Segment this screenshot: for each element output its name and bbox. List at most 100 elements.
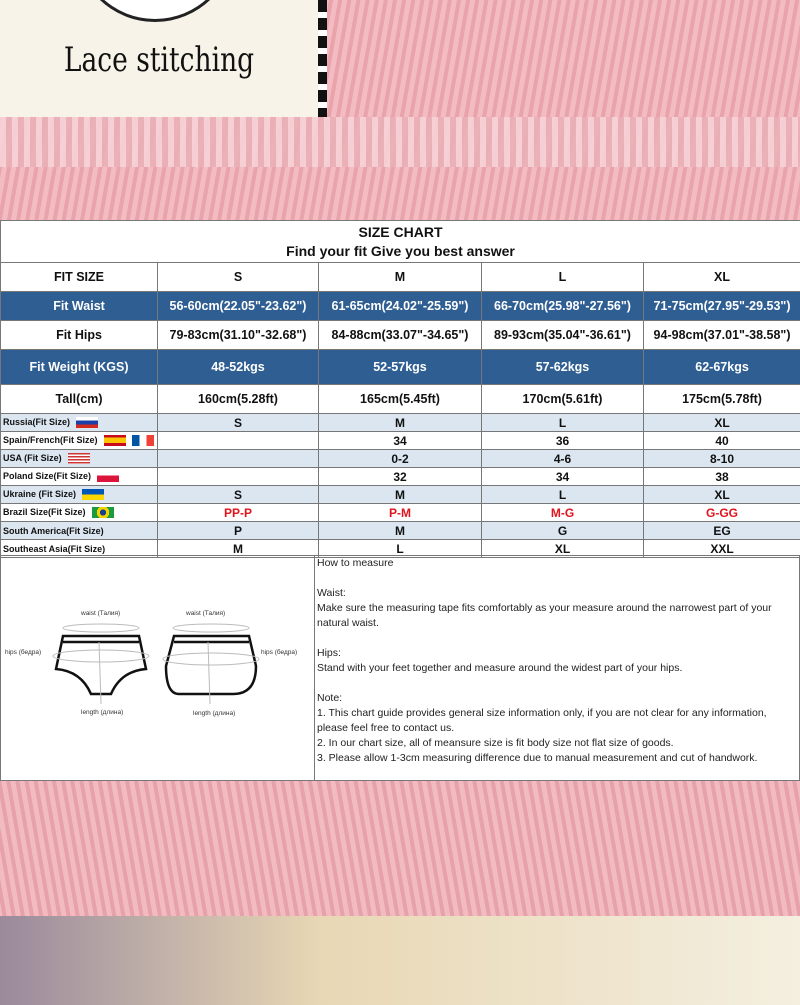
country-size-value: P-M xyxy=(318,503,482,522)
row-value: 52-57kgs xyxy=(318,349,482,385)
row-value: 160cm(5.28ft) xyxy=(157,384,319,414)
usa-flag-icon xyxy=(67,453,90,465)
country-size-value: G-GG xyxy=(642,503,800,522)
country-size-value: 34 xyxy=(318,431,482,450)
hips-label: hips (бедра) xyxy=(5,649,42,656)
note-heading: Note: xyxy=(317,692,343,704)
poland-flag-icon xyxy=(97,471,120,483)
measurement-row: Fit Hips 79-83cm(31.10"-32.68") 84-88cm(33… xyxy=(0,320,800,350)
country-size-value: 34 xyxy=(481,467,644,486)
country-label-cell: Spain/French(Fit Size) xyxy=(0,431,158,450)
country-size-value: G xyxy=(481,521,644,540)
floor-scene xyxy=(0,916,800,1005)
measurement-row: Fit Weight (KGS) 48-52kgs 52-57kgs 57-62kgs… xyxy=(0,349,800,385)
row-label: Tall(cm) xyxy=(0,384,158,414)
row-value: 79-83cm(31.10"-32.68") xyxy=(157,320,319,350)
row-label: Fit Hips xyxy=(0,320,158,350)
row-value: 84-88cm(33.07"-34.65") xyxy=(318,320,482,350)
header-cell: FIT SIZE xyxy=(0,262,158,292)
country-size-row: Russia(Fit Size) S M L XL xyxy=(0,413,800,432)
header-cell: S xyxy=(157,262,319,292)
header-cell: L xyxy=(481,262,644,292)
country-size-value: XL xyxy=(642,413,800,432)
size-chart-table: SIZE CHART Find your fit Give you best an… xyxy=(0,220,800,558)
country-size-value: L xyxy=(481,485,644,504)
waist-text: Make sure the measuring tape fits comfor… xyxy=(317,602,772,629)
country-size-row: Southeast Asia(Fit Size) M L XL XXL xyxy=(0,539,800,558)
row-value: 61-65cm(24.02"-25.59") xyxy=(318,291,482,321)
country-size-value: M xyxy=(318,413,482,432)
spain-flag-icon xyxy=(103,435,126,447)
lace-band xyxy=(0,117,800,167)
country-size-value: M xyxy=(318,485,482,504)
row-value: 94-98cm(37.01"-38.58") xyxy=(642,320,800,350)
country-label: Spain/French(Fit Size) xyxy=(3,434,98,445)
country-size-row: Poland Size(Fit Size) 32 34 38 xyxy=(0,467,800,486)
country-label: USA (Fit Size) xyxy=(3,452,62,463)
row-label: Fit Weight (KGS) xyxy=(0,349,158,385)
country-size-row: USA (Fit Size) 0-2 4-6 8-10 xyxy=(0,449,800,468)
waist-heading: Waist: xyxy=(317,587,346,599)
measure-notes: How to measure Waist: Make sure the meas… xyxy=(317,556,799,766)
note-1: 1. This chart guide provides general siz… xyxy=(317,707,767,734)
note-2: 2. In our chart size, all of meansure si… xyxy=(317,737,674,749)
country-size-value: 32 xyxy=(318,467,482,486)
country-size-value: XXL xyxy=(642,539,800,558)
row-value: 62-67kgs xyxy=(642,349,800,385)
country-size-row: Ukraine (Fit Size) S M L XL xyxy=(0,485,800,504)
country-label: Ukraine (Fit Size) xyxy=(3,488,77,499)
russia-flag-icon xyxy=(76,417,99,429)
country-label: Southeast Asia(Fit Size) xyxy=(3,543,106,554)
country-label-cell: Poland Size(Fit Size) xyxy=(0,467,158,486)
hips-label: hips (бедра) xyxy=(261,649,298,656)
title: SIZE CHART xyxy=(358,223,443,240)
note-3: 3. Please allow 1-3cm measuring differen… xyxy=(317,752,758,764)
measurement-diagram: waist (Талия) waist (Талия) hips (бедра)… xyxy=(1,556,315,780)
country-size-value: S xyxy=(157,485,319,504)
country-label-cell: Southeast Asia(Fit Size) xyxy=(0,539,158,558)
length-label: length (длина) xyxy=(81,709,124,716)
measurement-row: Fit Waist 56-60cm(22.05"-23.62") 61-65cm(2… xyxy=(0,291,800,321)
country-size-value xyxy=(157,431,319,450)
country-size-row: Brazil Size(Fit Size) PP-P P-M M-G G-GG xyxy=(0,503,800,522)
country-label-cell: USA (Fit Size) xyxy=(0,449,158,468)
row-value: 165cm(5.45ft) xyxy=(318,384,482,414)
measurement-row: Tall(cm) 160cm(5.28ft) 165cm(5.45ft) 170cm(… xyxy=(0,384,800,414)
row-value: 57-62kgs xyxy=(481,349,644,385)
country-label: Brazil Size(Fit Size) xyxy=(3,506,86,517)
waist-label: waist (Талия) xyxy=(81,610,121,617)
country-size-value: EG xyxy=(642,521,800,540)
country-size-value: XL xyxy=(642,485,800,504)
country-size-value: 8-10 xyxy=(642,449,800,468)
header-cell: XL xyxy=(642,262,800,292)
hips-heading: Hips: xyxy=(317,647,341,659)
country-label: South America(Fit Size) xyxy=(3,525,104,536)
ukraine-flag-icon xyxy=(82,489,105,501)
country-label: Poland Size(Fit Size) xyxy=(3,470,92,481)
country-size-value: P xyxy=(157,521,319,540)
lace-stitching-title: Lace stitching xyxy=(63,40,255,80)
panties-diagram-icon xyxy=(52,623,260,705)
detail-circle xyxy=(75,0,235,22)
product-photo-bottom xyxy=(0,781,800,1005)
header-cell: M xyxy=(318,262,482,292)
country-size-value: S xyxy=(157,413,319,432)
length-label: length (длина) xyxy=(193,710,236,717)
country-label-cell: Brazil Size(Fit Size) xyxy=(0,503,158,522)
how-to-measure-section: waist (Талия) waist (Талия) hips (бедра)… xyxy=(0,555,800,781)
country-size-value xyxy=(157,449,319,468)
row-value: 89-93cm(35.04"-36.61") xyxy=(481,320,644,350)
brazil-flag-icon xyxy=(91,507,114,519)
country-size-row: South America(Fit Size) P M G EG xyxy=(0,521,800,540)
notes-heading: How to measure xyxy=(317,557,394,569)
country-size-value xyxy=(157,467,319,486)
row-value: 71-75cm(27.95"-29.53") xyxy=(642,291,800,321)
row-value: 175cm(5.78ft) xyxy=(642,384,800,414)
country-size-value: 4-6 xyxy=(481,449,644,468)
detail-panel: Lace stitching xyxy=(0,0,318,117)
country-size-value: L xyxy=(481,413,644,432)
row-value: 170cm(5.61ft) xyxy=(481,384,644,414)
france-flag-icon xyxy=(131,435,154,447)
country-size-value: L xyxy=(318,539,482,558)
subtitle: Find your fit Give you best answer xyxy=(286,242,515,259)
